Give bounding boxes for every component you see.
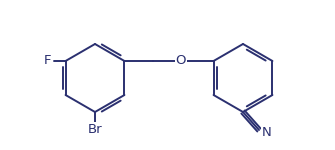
Text: O: O xyxy=(176,54,186,68)
Text: Br: Br xyxy=(88,123,102,136)
Text: F: F xyxy=(44,54,52,68)
Text: N: N xyxy=(262,126,272,138)
